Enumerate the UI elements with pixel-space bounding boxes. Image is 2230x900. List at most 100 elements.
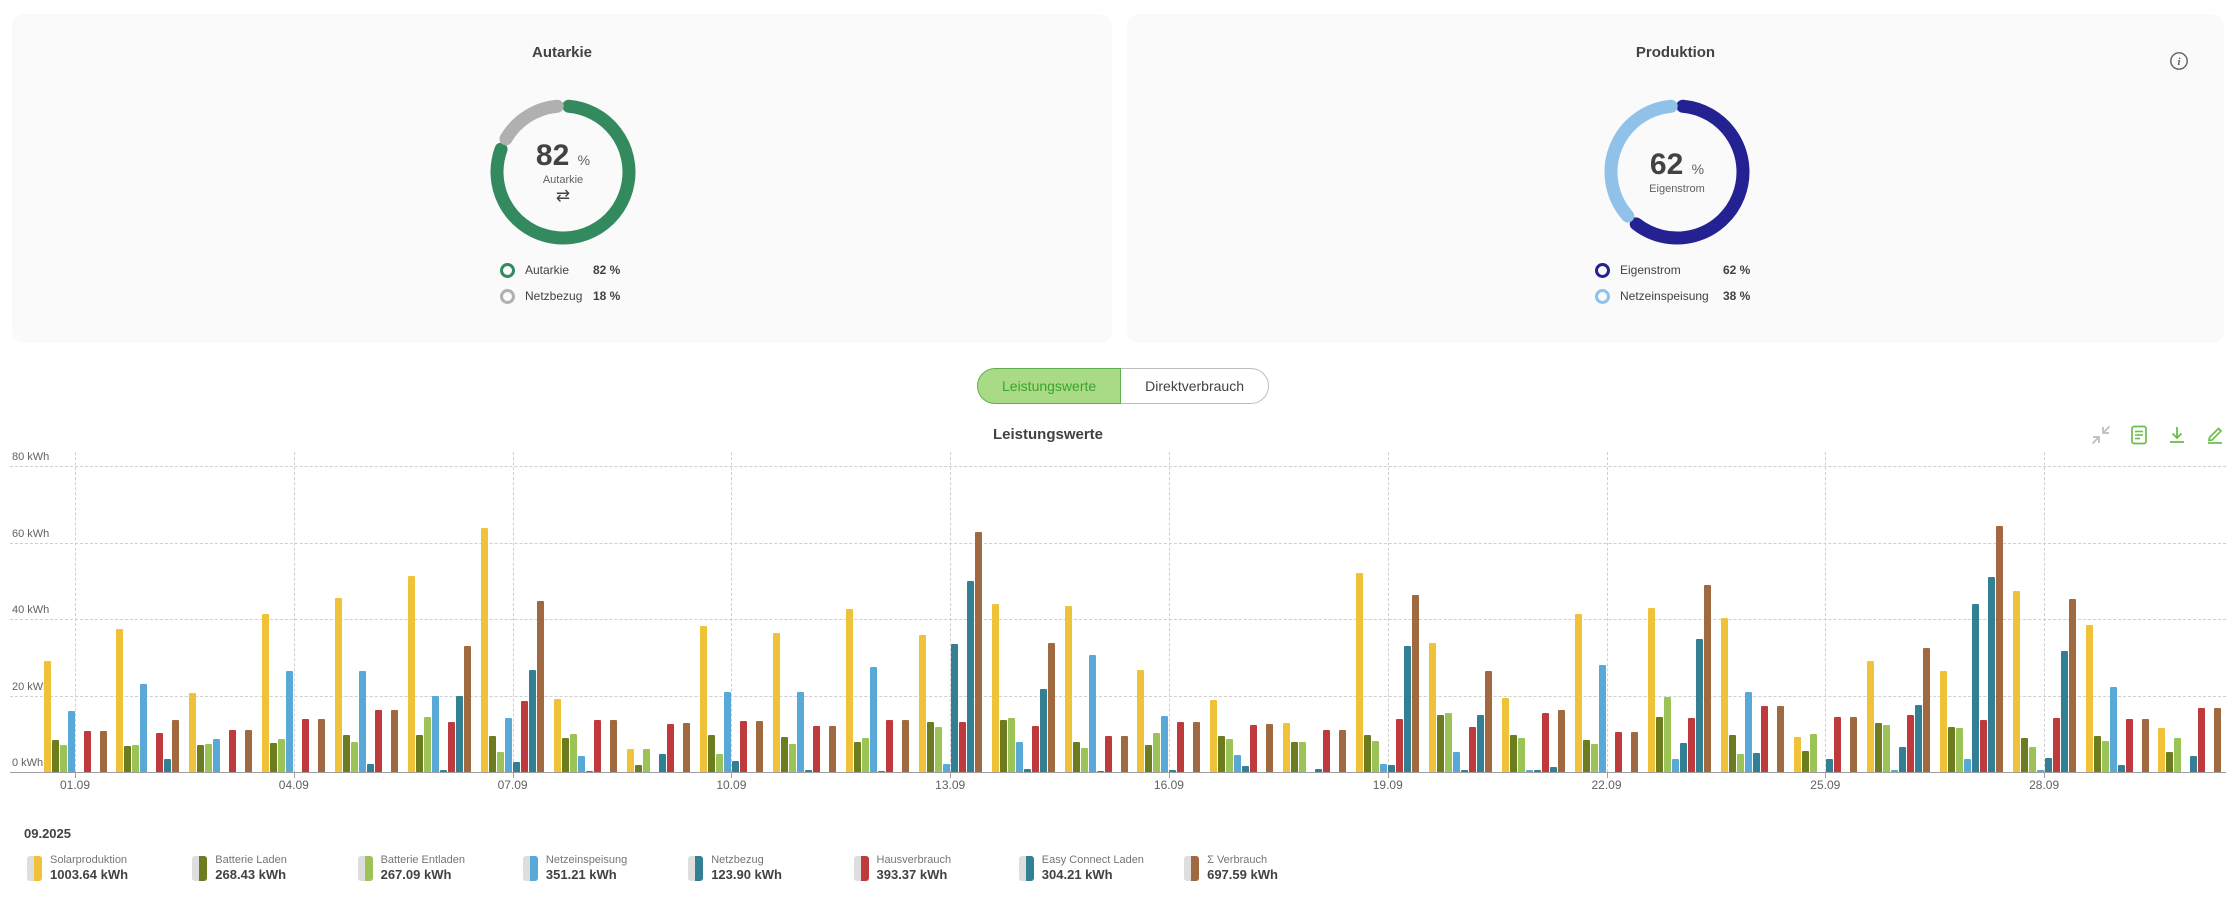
bar-02.09-solarproduktion[interactable] bbox=[116, 628, 124, 772]
bar-16.09-netzbezug[interactable] bbox=[1169, 769, 1177, 772]
bar-17.09-netzbezug[interactable] bbox=[1242, 766, 1250, 772]
bar-05.09-batterie-laden[interactable] bbox=[343, 734, 351, 772]
bar-25.09-solarproduktion[interactable] bbox=[1793, 737, 1801, 772]
bar-20.09-hausverbrauch[interactable] bbox=[1469, 726, 1477, 772]
bar-12.09-batterie-laden[interactable] bbox=[853, 741, 861, 772]
bar-17.09-hausverbrauch[interactable] bbox=[1250, 724, 1258, 772]
bar-06.09-netzbezug[interactable] bbox=[440, 769, 448, 772]
bar-01.09--verbrauch[interactable] bbox=[99, 731, 107, 772]
bar-01.09-batterie-entladen[interactable] bbox=[59, 745, 67, 772]
bar-09.09-solarproduktion[interactable] bbox=[626, 748, 634, 772]
bar-23.09-solarproduktion[interactable] bbox=[1647, 607, 1655, 772]
bar-02.09-batterie-entladen[interactable] bbox=[132, 744, 140, 772]
bar-25.09--verbrauch[interactable] bbox=[1849, 716, 1857, 772]
bar-28.09-easy-connect-laden[interactable] bbox=[2060, 651, 2068, 772]
bar-09.09-batterie-laden[interactable] bbox=[634, 764, 642, 772]
bar-11.09-netzbezug[interactable] bbox=[804, 770, 812, 772]
bar-06.09-batterie-entladen[interactable] bbox=[424, 716, 432, 772]
bar-23.09-hausverbrauch[interactable] bbox=[1687, 718, 1695, 772]
bar-29.09-batterie-entladen[interactable] bbox=[2101, 741, 2109, 772]
bar-04.09-netzeinspeisung[interactable] bbox=[286, 671, 294, 772]
bar-06.09-batterie-laden[interactable] bbox=[416, 735, 424, 772]
bar-24.09-solarproduktion[interactable] bbox=[1720, 617, 1728, 772]
bar-03.09-batterie-entladen[interactable] bbox=[205, 743, 213, 772]
bar-29.09-batterie-laden[interactable] bbox=[2093, 735, 2101, 772]
bar-04.09-batterie-entladen[interactable] bbox=[278, 738, 286, 772]
bar-17.09-solarproduktion[interactable] bbox=[1210, 700, 1218, 772]
bar-13.09-netzeinspeisung[interactable] bbox=[942, 764, 950, 772]
bar-23.09-netzeinspeisung[interactable] bbox=[1671, 758, 1679, 772]
bar-09.09-netzbezug[interactable] bbox=[658, 754, 666, 772]
bar-09.09-batterie-entladen[interactable] bbox=[642, 748, 650, 772]
bar-24.09-netzbezug[interactable] bbox=[1752, 753, 1760, 772]
bar-19.09-easy-connect-laden[interactable] bbox=[1404, 645, 1412, 772]
bar-27.09-batterie-entladen[interactable] bbox=[1955, 728, 1963, 772]
bar-05.09-batterie-entladen[interactable] bbox=[351, 742, 359, 772]
bar-22.09-hausverbrauch[interactable] bbox=[1615, 732, 1623, 772]
bar-29.09--verbrauch[interactable] bbox=[2141, 718, 2149, 772]
info-icon[interactable]: i bbox=[2168, 50, 2190, 72]
bar-19.09--verbrauch[interactable] bbox=[1412, 594, 1420, 772]
bar-17.09-batterie-laden[interactable] bbox=[1218, 736, 1226, 772]
bar-20.09-netzbezug[interactable] bbox=[1461, 769, 1469, 772]
bar-21.09-netzeinspeisung[interactable] bbox=[1526, 769, 1534, 772]
bar-27.09-hausverbrauch[interactable] bbox=[1979, 719, 1987, 772]
bar-20.09-batterie-entladen[interactable] bbox=[1445, 712, 1453, 772]
bar-16.09-hausverbrauch[interactable] bbox=[1177, 722, 1185, 772]
report-file-icon[interactable] bbox=[2128, 424, 2150, 446]
bar-06.09-solarproduktion[interactable] bbox=[408, 576, 416, 772]
legend-item--verbrauch[interactable]: Σ Verbrauch 697.59 kWh bbox=[1184, 853, 1278, 883]
bar-24.09-hausverbrauch[interactable] bbox=[1760, 705, 1768, 772]
bar-06.09--verbrauch[interactable] bbox=[464, 646, 472, 772]
bar-27.09-solarproduktion[interactable] bbox=[1939, 671, 1947, 772]
bar-22.09--verbrauch[interactable] bbox=[1631, 732, 1639, 772]
bar-29.09-netzbezug[interactable] bbox=[2117, 764, 2125, 772]
bar-19.09-netzbezug[interactable] bbox=[1388, 764, 1396, 772]
bar-13.09-easy-connect-laden[interactable] bbox=[966, 581, 974, 772]
bar-28.09-batterie-laden[interactable] bbox=[2020, 737, 2028, 772]
bar-23.09-netzbezug[interactable] bbox=[1679, 743, 1687, 772]
bar-20.09-easy-connect-laden[interactable] bbox=[1477, 714, 1485, 772]
bar-20.09--verbrauch[interactable] bbox=[1485, 670, 1493, 772]
bar-16.09-batterie-entladen[interactable] bbox=[1153, 732, 1161, 772]
bar-12.09--verbrauch[interactable] bbox=[901, 719, 909, 772]
bar-09.09-hausverbrauch[interactable] bbox=[666, 724, 674, 772]
bar-21.09-netzbezug[interactable] bbox=[1534, 770, 1542, 772]
bar-06.09-netzeinspeisung[interactable] bbox=[432, 696, 440, 772]
bar-11.09-batterie-entladen[interactable] bbox=[788, 744, 796, 772]
bar-24.09--verbrauch[interactable] bbox=[1776, 705, 1784, 772]
bar-28.09-solarproduktion[interactable] bbox=[2012, 591, 2020, 772]
bar-03.09-hausverbrauch[interactable] bbox=[229, 729, 237, 772]
download-icon[interactable] bbox=[2166, 424, 2188, 446]
bar-13.09-hausverbrauch[interactable] bbox=[958, 721, 966, 772]
bar-10.09-netzeinspeisung[interactable] bbox=[723, 692, 731, 772]
bar-10.09-netzbezug[interactable] bbox=[731, 761, 739, 772]
bar-17.09--verbrauch[interactable] bbox=[1266, 723, 1274, 772]
bar-02.09-easy-connect-laden[interactable] bbox=[164, 758, 172, 772]
bar-05.09-netzeinspeisung[interactable] bbox=[359, 671, 367, 772]
bar-25.09-hausverbrauch[interactable] bbox=[1833, 716, 1841, 772]
bar-04.09-solarproduktion[interactable] bbox=[262, 614, 270, 772]
bar-14.09-easy-connect-laden[interactable] bbox=[1039, 688, 1047, 772]
bar-27.09-easy-connect-laden[interactable] bbox=[1987, 576, 1995, 772]
bar-18.09-solarproduktion[interactable] bbox=[1283, 723, 1291, 772]
bar-09.09--verbrauch[interactable] bbox=[682, 723, 690, 772]
bar-27.09-netzeinspeisung[interactable] bbox=[1963, 758, 1971, 772]
bar-30.09-netzbezug[interactable] bbox=[2190, 755, 2198, 772]
legend-item-netzeinspeisung[interactable]: Netzeinspeisung 351.21 kWh bbox=[522, 853, 627, 883]
bar-24.09-netzeinspeisung[interactable] bbox=[1744, 692, 1752, 772]
bar-07.09-netzeinspeisung[interactable] bbox=[505, 717, 513, 772]
bar-24.09-batterie-entladen[interactable] bbox=[1736, 754, 1744, 772]
bar-08.09-solarproduktion[interactable] bbox=[554, 698, 561, 772]
bar-03.09-batterie-laden[interactable] bbox=[197, 744, 205, 772]
bar-11.09-batterie-laden[interactable] bbox=[780, 736, 788, 772]
bar-14.09-netzbezug[interactable] bbox=[1023, 769, 1031, 772]
bar-06.09-hausverbrauch[interactable] bbox=[448, 721, 456, 772]
bar-15.09-batterie-laden[interactable] bbox=[1072, 741, 1080, 772]
bar-02.09-netzeinspeisung[interactable] bbox=[140, 684, 148, 772]
bar-19.09-batterie-entladen[interactable] bbox=[1372, 741, 1380, 772]
legend-item-batterie-laden[interactable]: Batterie Laden 268.43 kWh bbox=[192, 853, 287, 883]
tab-direktverbrauch[interactable]: Direktverbrauch bbox=[1121, 368, 1269, 404]
bar-26.09-easy-connect-laden[interactable] bbox=[1914, 705, 1922, 772]
bar-02.09-hausverbrauch[interactable] bbox=[156, 732, 164, 772]
